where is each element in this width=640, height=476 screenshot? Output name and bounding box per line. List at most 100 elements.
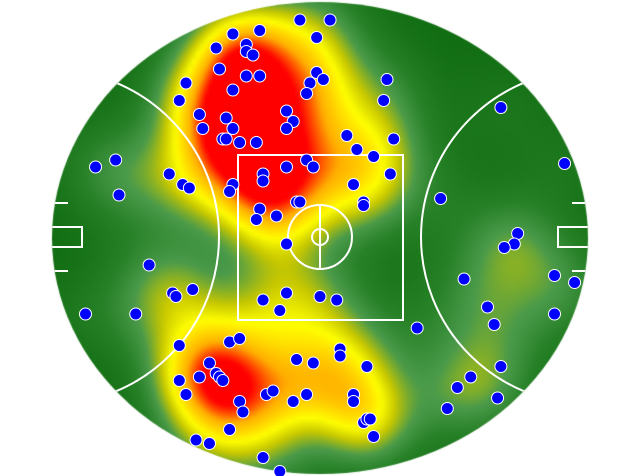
data-point xyxy=(306,160,320,174)
data-point xyxy=(380,73,394,86)
data-point xyxy=(269,209,283,223)
points-layer xyxy=(79,13,582,476)
data-point xyxy=(280,122,293,135)
data-point xyxy=(239,69,253,83)
data-point xyxy=(172,339,186,352)
data-point xyxy=(497,241,511,254)
data-point xyxy=(280,104,293,118)
data-point xyxy=(202,356,216,370)
right-fifty-arc xyxy=(420,69,588,405)
data-point xyxy=(169,290,183,303)
data-point xyxy=(491,391,505,405)
data-point xyxy=(347,178,360,191)
data-point xyxy=(213,62,226,76)
data-point xyxy=(249,213,263,226)
data-point xyxy=(256,293,270,307)
data-point xyxy=(226,27,240,41)
data-point xyxy=(357,199,371,212)
data-point xyxy=(219,111,233,125)
data-point xyxy=(256,174,270,188)
data-point xyxy=(179,76,193,90)
left-fifty-arc xyxy=(52,69,220,405)
data-point xyxy=(300,87,314,100)
data-point xyxy=(340,129,354,142)
data-point xyxy=(481,300,494,314)
data-point xyxy=(450,381,464,394)
data-point xyxy=(548,307,561,321)
data-point xyxy=(112,188,126,202)
data-point xyxy=(223,185,237,198)
data-point xyxy=(189,433,203,447)
data-point xyxy=(179,388,193,401)
data-point xyxy=(464,370,478,384)
data-point xyxy=(246,48,260,62)
data-point xyxy=(383,167,397,181)
data-point xyxy=(494,360,508,373)
data-point xyxy=(347,395,360,408)
data-point xyxy=(196,122,210,135)
data-point xyxy=(367,430,381,443)
data-point xyxy=(306,356,320,370)
data-point xyxy=(494,101,508,114)
data-point xyxy=(79,307,92,321)
data-point xyxy=(440,402,454,415)
data-point xyxy=(249,136,263,149)
data-point xyxy=(487,318,501,331)
data-point xyxy=(266,384,280,398)
data-point xyxy=(363,412,377,426)
data-point xyxy=(280,160,293,174)
data-point xyxy=(209,41,223,55)
data-point xyxy=(182,181,196,195)
data-point xyxy=(223,423,237,436)
right-goal-square xyxy=(557,226,588,248)
field-markings xyxy=(52,69,588,405)
data-point xyxy=(226,83,240,97)
data-point xyxy=(280,237,293,251)
data-point xyxy=(360,360,374,373)
data-point xyxy=(236,405,250,419)
data-point xyxy=(330,293,344,307)
data-point xyxy=(273,304,287,317)
data-point xyxy=(233,136,247,149)
data-point xyxy=(367,150,381,163)
data-point xyxy=(350,143,364,156)
data-point xyxy=(300,388,314,401)
data-point xyxy=(313,290,327,303)
data-point xyxy=(273,465,287,476)
data-point xyxy=(129,307,143,321)
data-point xyxy=(434,192,448,205)
data-point xyxy=(316,73,330,86)
data-point xyxy=(253,24,267,37)
data-point xyxy=(172,94,186,107)
data-point xyxy=(568,276,582,289)
data-point xyxy=(293,13,307,27)
data-point xyxy=(219,132,233,146)
data-point xyxy=(89,160,103,174)
data-point xyxy=(558,157,572,170)
data-point xyxy=(548,269,561,282)
data-point xyxy=(310,31,324,44)
data-point xyxy=(293,195,307,209)
data-point xyxy=(457,272,471,286)
data-point xyxy=(290,353,304,366)
data-point xyxy=(142,258,156,272)
data-point xyxy=(226,122,240,135)
data-point xyxy=(202,437,216,450)
data-point xyxy=(186,283,200,296)
data-point xyxy=(280,286,293,300)
data-point xyxy=(162,167,176,181)
centre-square xyxy=(237,154,404,321)
data-point xyxy=(377,94,391,107)
data-point xyxy=(333,349,347,363)
data-point xyxy=(192,370,206,384)
data-point xyxy=(233,332,247,345)
left-goal-square xyxy=(52,226,83,248)
data-point xyxy=(387,132,401,146)
data-point xyxy=(216,374,230,387)
data-point xyxy=(286,395,300,408)
data-point xyxy=(410,321,424,335)
data-point xyxy=(172,374,186,387)
data-point xyxy=(256,451,270,464)
data-point xyxy=(109,153,123,167)
